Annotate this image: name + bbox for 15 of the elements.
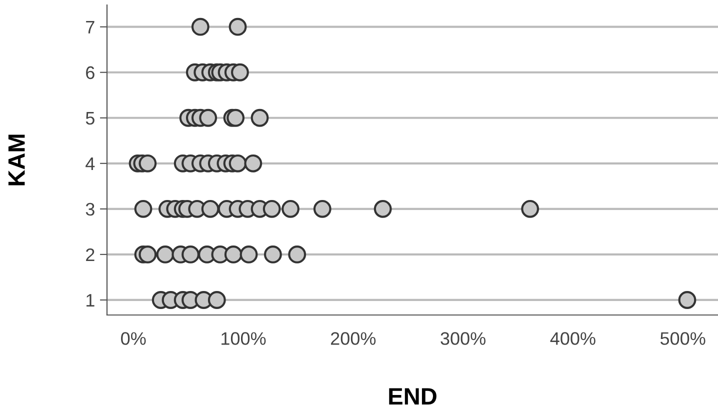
x-tick-label: 200% [330,332,376,345]
x-tick-label: 300% [440,332,486,345]
x-tick-label: 500% [660,332,706,345]
y-tick-label: 2 [86,248,94,261]
y-tick-label: 6 [86,66,94,80]
x-tick-label: 0% [121,332,146,345]
y-tick-label: 5 [86,112,94,125]
x-tick-label: 400% [550,332,596,345]
x-tick-label: 100% [222,332,266,345]
x-axis-title: END [389,388,436,404]
y-tick-label: 3 [86,202,94,216]
y-tick-label: 1 [86,294,94,307]
y-tick-label: 4 [86,158,95,170]
y-tick-label: 7 [86,20,94,34]
y-axis-title: KAM [8,134,25,186]
